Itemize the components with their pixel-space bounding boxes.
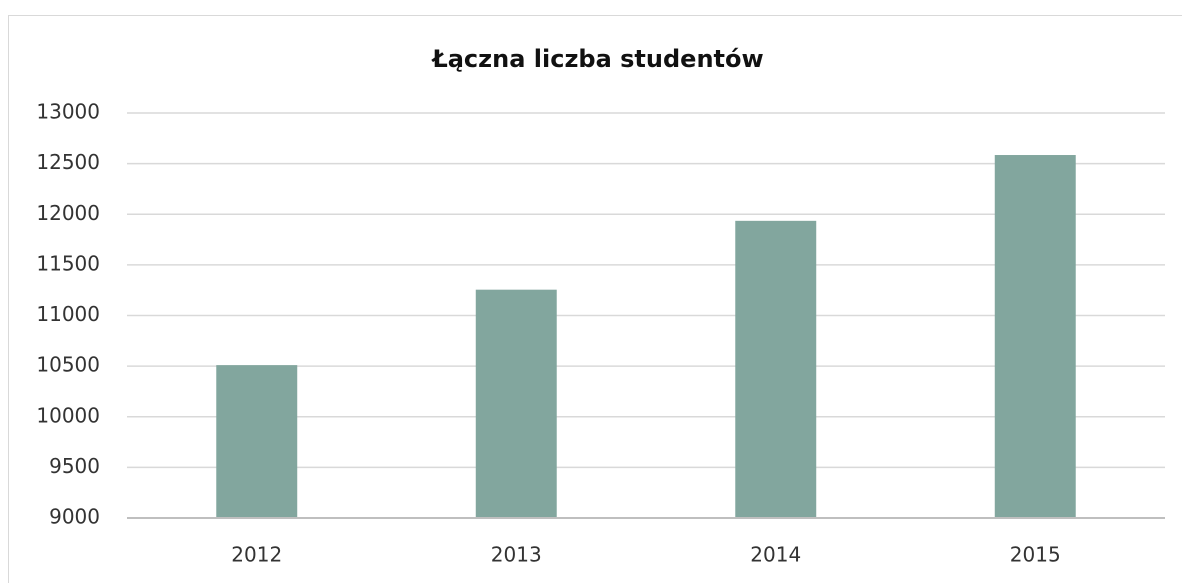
y-tick-label: 10500 xyxy=(36,353,100,377)
y-tick-label: 10000 xyxy=(36,403,100,427)
y-tick-label: 11000 xyxy=(36,302,100,326)
bar xyxy=(735,220,817,519)
x-tick-label: 2012 xyxy=(231,543,282,567)
x-tick-label: 2014 xyxy=(750,543,801,567)
bar xyxy=(475,289,557,518)
chart-title: Łączna liczba studentów xyxy=(430,45,763,73)
bar xyxy=(216,365,298,518)
y-tick-label: 12000 xyxy=(36,201,100,225)
y-tick-label: 9000 xyxy=(49,505,100,529)
chart-frame xyxy=(8,15,1182,583)
bar xyxy=(994,155,1076,519)
x-tick-label: 2013 xyxy=(491,543,542,567)
y-tick-label: 13000 xyxy=(36,100,100,124)
y-tick-label: 12500 xyxy=(36,150,100,174)
y-tick-label: 9500 xyxy=(49,454,100,478)
x-tick-label: 2015 xyxy=(1010,543,1061,567)
y-tick-label: 11500 xyxy=(36,251,100,275)
